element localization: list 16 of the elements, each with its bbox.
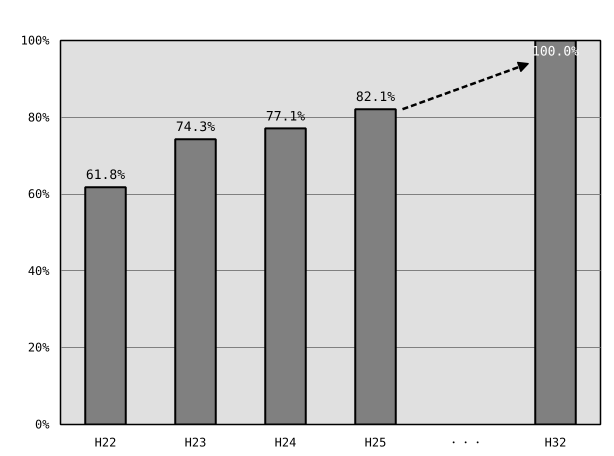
data-label: 82.1%	[356, 90, 396, 106]
y-tick-label: 100%	[20, 34, 50, 48]
y-tick-label: 60%	[28, 187, 50, 202]
x-tick-label: H23	[184, 436, 206, 450]
x-tick-label: H25	[364, 436, 386, 450]
x-tick-label: H22	[94, 436, 116, 450]
data-label: 74.3%	[176, 120, 216, 136]
data-label: 77.1%	[266, 109, 306, 124]
y-tick-label: 20%	[28, 340, 50, 355]
y-tick-label: 80%	[28, 110, 50, 124]
y-tick-label: 40%	[28, 264, 50, 278]
x-tick-label: ・・・	[448, 436, 484, 450]
y-tick-label: 0%	[35, 418, 50, 432]
x-tick-label: H32	[544, 436, 566, 450]
data-label: 61.8%	[86, 168, 126, 184]
x-tick-label: H24	[274, 436, 296, 450]
